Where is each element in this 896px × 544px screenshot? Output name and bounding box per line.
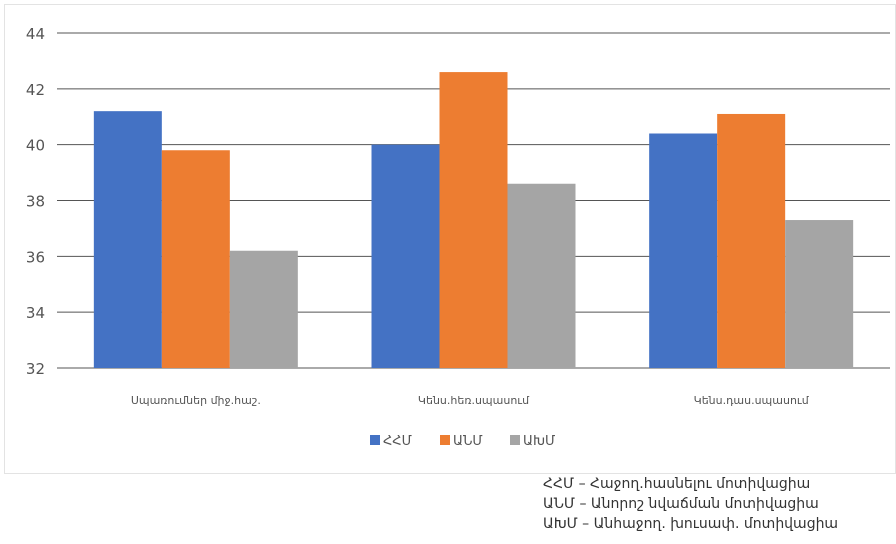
category-label: Կենս.հեռ.սպասում (418, 394, 530, 407)
bar (93, 111, 162, 369)
bar (161, 150, 230, 368)
y-tick-label: 32 (26, 360, 45, 378)
legend-label: ԱԽՄ (523, 434, 555, 449)
bar-chart: 32 34 36 38 40 42 44 Սպառումներ միջ.հաշ. Կենս.հե… (26, 25, 890, 449)
bar (785, 220, 854, 368)
y-tick-label: 40 (26, 137, 45, 155)
legend-label: ԱՆՄ (453, 434, 483, 449)
y-tick-label: 34 (26, 304, 45, 322)
legend-notes: ՀՀՄ – Հաջող.հասնելու մոտիվացիա ԱՆՄ – Անո… (543, 474, 896, 534)
bar (229, 250, 298, 368)
category-label: Սպառումներ միջ.հաշ. (131, 394, 261, 407)
bar (717, 113, 786, 368)
bar (649, 133, 718, 368)
bar (439, 72, 508, 368)
y-tick-label: 36 (26, 248, 45, 266)
legend-swatch (370, 435, 380, 445)
y-tick-label: 44 (26, 25, 45, 43)
note-line: ԱԽՄ – Անհաջող. խուսափ. մոտիվացիա (543, 516, 839, 532)
y-tick-label: 38 (26, 193, 45, 211)
category-label: Կենս.դաս.սպասում (694, 394, 810, 407)
chart-frame: 32 34 36 38 40 42 44 Սպառումներ միջ.հաշ. Կենս.հե… (4, 4, 896, 474)
bar (507, 183, 576, 368)
note-line: ԱՆՄ – Անորոշ նվաճման մոտիվացիա (543, 496, 819, 512)
legend-swatch (440, 435, 450, 445)
note-line: ՀՀՄ – Հաջող.հասնելու մոտիվացիա (543, 476, 811, 492)
bar (371, 144, 440, 368)
legend-swatch (510, 435, 520, 445)
y-tick-label: 42 (26, 81, 45, 99)
legend-label: ՀՀՄ (383, 434, 412, 449)
